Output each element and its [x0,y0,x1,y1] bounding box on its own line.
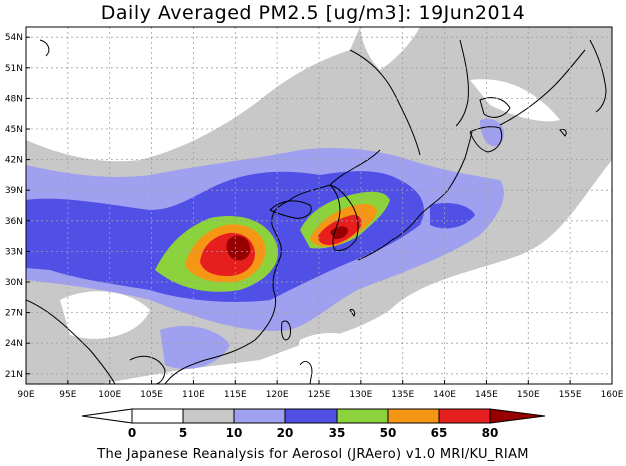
longitude-labels: 90E 95E 100E 105E 110E 115E 120E 125E 130E 135E 14… [17,380,624,400]
colorbar-label: 65 [431,426,448,440]
longitude-label: 105E [140,390,163,400]
colorbar-label: 35 [329,426,346,440]
longitude-label: 135E [391,390,414,400]
longitude-label: 95E [59,390,76,400]
latitude-label: 36N [5,217,23,227]
colorbar-segment-under [81,408,133,424]
colorbar-label: 50 [380,426,397,440]
latitude-label: 30N [5,278,23,288]
longitude-label: 155E [559,390,582,400]
latitude-label: 45N [5,125,23,135]
longitude-label: 110E [182,390,205,400]
colorbar-segment-50 [387,408,440,424]
latitude-label: 24N [5,339,23,349]
colorbar-segment-0 [131,408,184,424]
longitude-label: 145E [475,390,498,400]
colorbar-segment-10 [233,408,286,424]
coastlines [26,39,607,384]
latitude-labels: 21N 24N 27N 30N 33N 36N 39N 42N 45N 48N 51N 54N [5,33,30,380]
latitude-label: 54N [5,33,23,43]
latitude-label: 33N [5,247,23,257]
colorbar-segment-5 [182,408,235,424]
latitude-label: 42N [5,156,23,166]
colorbar-label: 80 [482,426,499,440]
longitude-label: 140E [433,390,456,400]
contour-80-plus [226,226,348,261]
longitude-label: 100E [98,390,121,400]
colorbar-label: 0 [128,426,136,440]
longitude-label: 125E [308,390,331,400]
longitude-label: 150E [517,390,540,400]
colorbar-label: 20 [277,426,294,440]
footer-credit: The Japanese Reanalysis for Aerosol (JRA… [97,447,529,462]
map-title: Daily Averaged PM2.5 [ug/m3]: 19Jun2014 [100,2,526,24]
latitude-label: 48N [5,94,23,104]
colorbar-segment-65 [438,408,491,424]
contour-0-5 [26,27,612,384]
latitude-label: 39N [5,186,23,196]
colorbar-label: 5 [179,426,187,440]
latitude-label: 51N [5,64,23,74]
concentration-field [26,27,612,384]
colorbar-label: 10 [226,426,243,440]
colorbar-segment-35 [336,408,389,424]
longitude-label: 90E [17,390,34,400]
longitude-label: 115E [224,390,247,400]
colorbar: 0 5 10 20 35 50 65 80 [81,408,546,440]
longitude-label: 120E [266,390,289,400]
latitude-label: 21N [5,370,23,380]
latitude-label: 27N [5,309,23,319]
colorbar-segment-over [489,408,546,424]
longitude-label: 130E [349,390,372,400]
longitude-label: 160E [601,390,624,400]
colorbar-segment-20 [284,408,338,424]
colorbar-labels: 0 5 10 20 35 50 65 80 [128,426,499,440]
